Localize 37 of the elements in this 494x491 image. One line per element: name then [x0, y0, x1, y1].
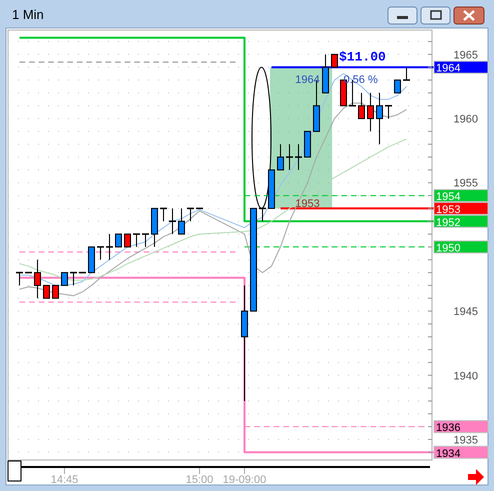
data-label: 1950	[436, 242, 460, 254]
data-label: 1964	[436, 62, 460, 75]
candlestick	[277, 144, 284, 170]
candlestick	[178, 208, 185, 235]
annotation: 1953	[295, 198, 320, 210]
candlestick	[61, 272, 68, 286]
x-tick-label: 15:00	[186, 474, 214, 486]
y-tick-label: 1965	[454, 49, 478, 62]
y-tick-label: 1935	[454, 434, 478, 446]
x-tick-label: 14:45	[50, 474, 78, 486]
data-label: 1936	[436, 422, 460, 434]
data-label: 1954	[436, 191, 460, 204]
candlestick	[376, 92, 383, 145]
candlestick	[367, 92, 374, 132]
line-series	[19, 138, 407, 281]
annotation: 0.56 %	[344, 74, 378, 86]
candlestick	[331, 54, 338, 68]
annotation: 1964	[295, 74, 320, 86]
line-series	[19, 102, 407, 296]
data-label: 1953	[436, 204, 460, 216]
x-tick-label: 19-09:00	[222, 474, 266, 486]
candlestick	[115, 234, 122, 248]
y-tick-label: 1940	[454, 370, 478, 382]
candlestick	[43, 284, 50, 299]
data-label: 1934	[436, 448, 460, 460]
chart-title: 1 Min	[12, 7, 44, 22]
candlestick	[394, 80, 401, 94]
candlestick	[124, 234, 131, 248]
y-tick-label: 1955	[454, 178, 478, 190]
line-series	[19, 73, 407, 286]
candlestick	[34, 259, 41, 299]
y-tick-label: 1960	[454, 114, 478, 126]
data-label: 1952	[436, 216, 460, 229]
y-tick-label: 1945	[454, 306, 478, 318]
candlestick	[52, 284, 59, 299]
annotation: $11.00	[339, 49, 386, 64]
candlestick	[358, 92, 365, 120]
